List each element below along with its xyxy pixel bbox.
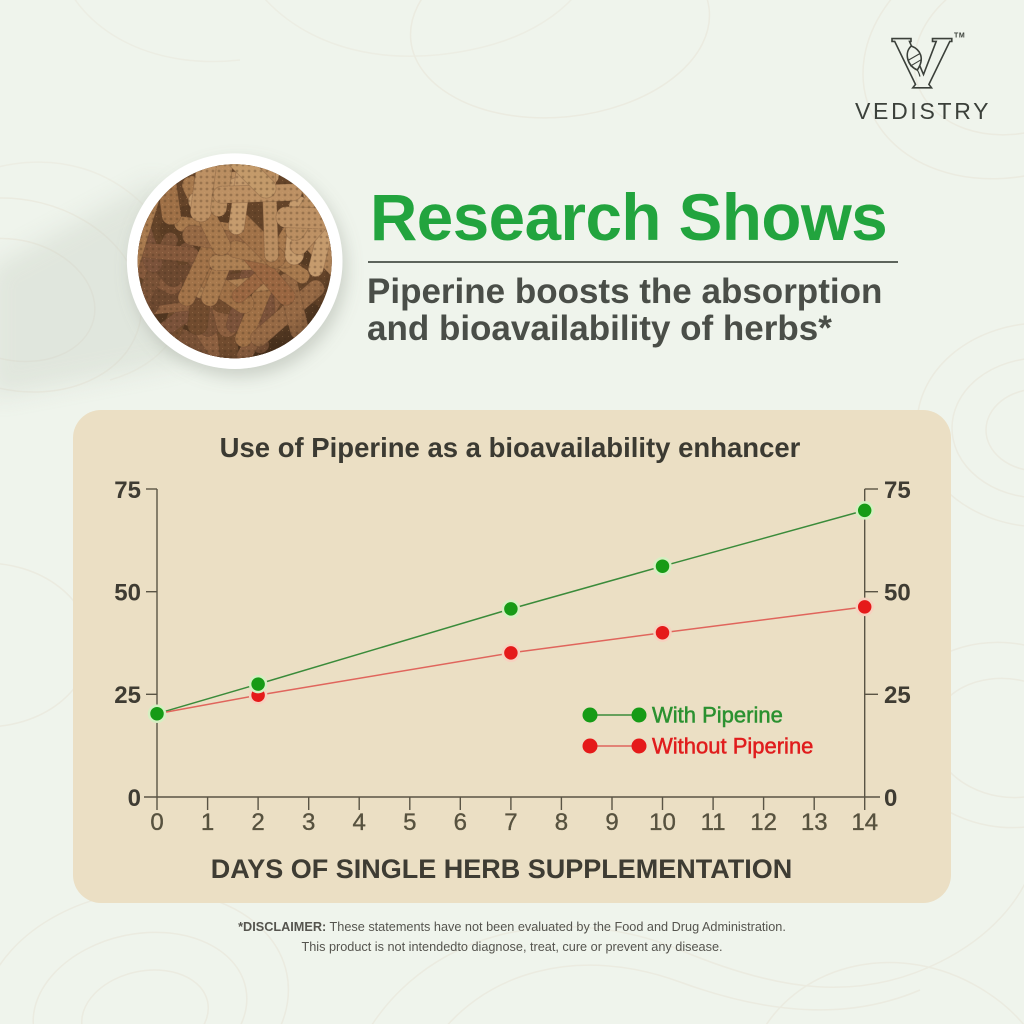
svg-text:1: 1	[201, 809, 214, 836]
svg-text:0: 0	[150, 809, 163, 836]
svg-text:8: 8	[555, 809, 568, 836]
svg-text:9: 9	[605, 809, 618, 836]
svg-text:4: 4	[353, 809, 366, 836]
svg-text:10: 10	[649, 809, 676, 836]
svg-text:TM: TM	[954, 33, 965, 40]
svg-text:7: 7	[504, 809, 517, 836]
svg-text:25: 25	[114, 682, 141, 709]
svg-text:Use of Piperine as a bioavaila: Use of Piperine as a bioavailability enh…	[220, 432, 801, 463]
svg-text:50: 50	[114, 580, 141, 607]
svg-text:Without Piperine: Without Piperine	[652, 734, 813, 759]
svg-text:2: 2	[251, 809, 264, 836]
svg-text:DAYS OF SINGLE HERB SUPPLEMENT: DAYS OF SINGLE HERB SUPPLEMENTATION	[211, 854, 793, 884]
svg-text:VEDISTRY: VEDISTRY	[855, 98, 991, 124]
svg-text:75: 75	[114, 477, 141, 504]
svg-text:25: 25	[884, 682, 911, 709]
svg-text:0: 0	[128, 785, 141, 812]
svg-text:3: 3	[302, 809, 315, 836]
svg-text:75: 75	[884, 477, 911, 504]
svg-text:5: 5	[403, 809, 416, 836]
svg-text:11: 11	[701, 809, 726, 836]
svg-text:12: 12	[750, 809, 777, 836]
svg-text:14: 14	[851, 809, 878, 836]
svg-text:With Piperine: With Piperine	[652, 703, 783, 728]
svg-text:13: 13	[801, 809, 828, 836]
svg-text:0: 0	[884, 785, 897, 812]
svg-text:50: 50	[884, 580, 911, 607]
svg-text:6: 6	[454, 809, 467, 836]
